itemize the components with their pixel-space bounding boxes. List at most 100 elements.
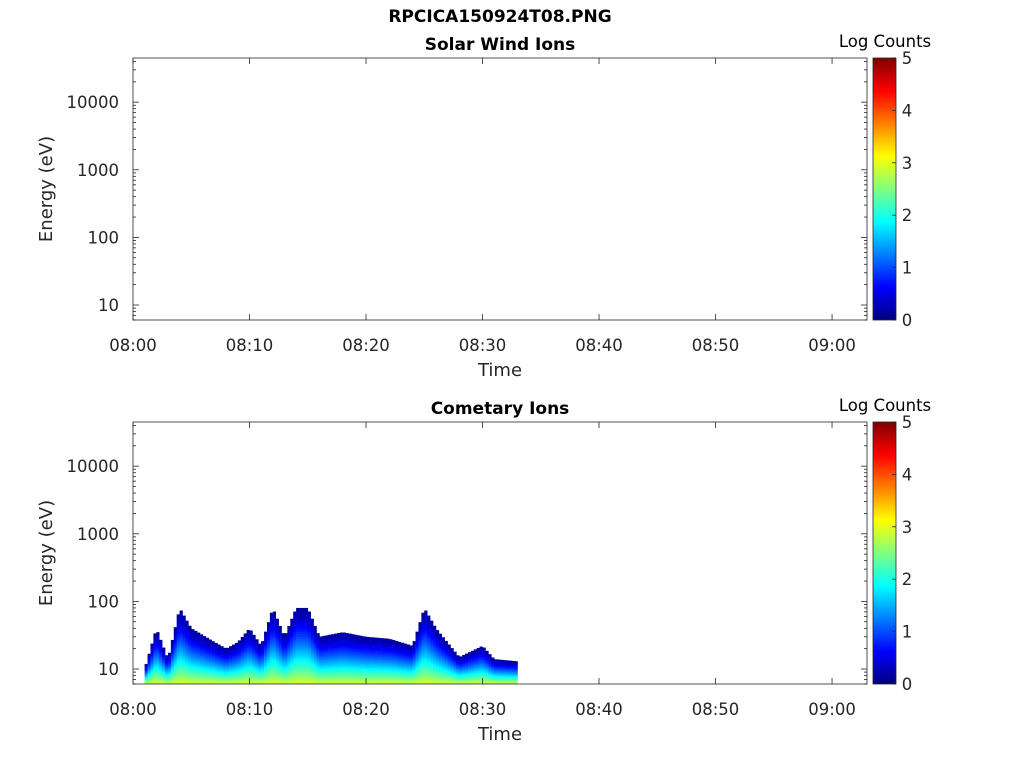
- spectrogram-cell: [494, 660, 498, 662]
- spectrogram-cell: [450, 649, 454, 651]
- spectrogram-cell: [240, 681, 244, 683]
- spectrogram-cell: [322, 653, 326, 656]
- spectrogram-cell: [377, 663, 381, 666]
- spectrogram-cell: [264, 682, 268, 684]
- spectrogram-cell: [159, 671, 163, 674]
- spectrogram-cell: [319, 672, 323, 674]
- spectrogram-cell: [226, 678, 230, 680]
- spectrogram-cell: [147, 659, 151, 661]
- spectrogram-cell: [197, 639, 201, 641]
- spectrogram-cell: [144, 672, 148, 674]
- spectrogram-cell: [217, 663, 221, 665]
- spectrogram-cell: [179, 628, 183, 632]
- spectrogram-cell: [473, 668, 477, 671]
- spectrogram-cell: [371, 657, 376, 660]
- spectrogram-cell: [281, 671, 285, 674]
- spectrogram-cell: [278, 625, 282, 629]
- spectrogram-cell: [467, 677, 472, 679]
- spectrogram-cell: [284, 642, 288, 645]
- spectrogram-cell: [255, 644, 259, 647]
- spectrogram-cell: [144, 678, 148, 680]
- spectrogram-cell: [191, 661, 195, 664]
- spectrogram-cell: [430, 648, 434, 651]
- spectrogram-cell: [179, 619, 183, 623]
- spectrogram-cell: [395, 674, 399, 677]
- spectrogram-cell: [371, 640, 376, 643]
- spectrogram-cell: [226, 663, 230, 666]
- spectrogram-cell: [421, 637, 425, 640]
- spectrogram-cell: [366, 676, 370, 679]
- spectrogram-cell: [345, 647, 349, 650]
- spectrogram-cell: [473, 660, 477, 662]
- spectrogram-cell: [296, 648, 300, 652]
- spectrogram-cell: [459, 679, 463, 681]
- spectrogram-cell: [453, 682, 457, 684]
- spectrogram-cell: [162, 669, 166, 671]
- spectrogram-cell: [351, 640, 355, 643]
- spectrogram-cell: [246, 636, 250, 639]
- spectrogram-cell: [249, 647, 253, 650]
- spectrogram-cell: [220, 650, 224, 653]
- spectrogram-cell: [392, 678, 396, 681]
- spectrogram-cell: [162, 653, 166, 655]
- spectrogram-cell: [226, 679, 230, 681]
- spectrogram-cell: [406, 676, 410, 679]
- spectrogram-cell: [173, 660, 177, 663]
- spectrogram-cell: [459, 670, 463, 672]
- spectrogram-cell: [430, 620, 434, 623]
- spectrogram-cell: [220, 654, 224, 656]
- spectrogram-cell: [505, 682, 510, 684]
- spectrogram-cell: [272, 654, 277, 658]
- spectrogram-cell: [167, 661, 172, 663]
- spectrogram-cell: [502, 666, 507, 668]
- spectrogram-cell: [191, 656, 195, 659]
- spectrogram-cell: [497, 659, 501, 661]
- spectrogram-cell: [188, 653, 192, 656]
- spectrogram-cell: [185, 636, 189, 639]
- spectrogram-cell: [249, 640, 253, 643]
- spectrogram-cell: [453, 671, 457, 674]
- spectrogram-cell: [185, 646, 189, 649]
- spectrogram-cell: [150, 658, 154, 661]
- spectrogram-cell: [322, 637, 326, 640]
- spectrogram-cell: [264, 639, 268, 642]
- spectrogram-cell: [310, 655, 314, 658]
- spectrogram-cell: [438, 652, 443, 655]
- spectrogram-cell: [290, 639, 294, 642]
- spectrogram-cell: [505, 672, 510, 674]
- spectrogram-cell: [441, 648, 445, 651]
- spectrogram-cell: [383, 675, 387, 678]
- spectrogram-cell: [465, 675, 469, 677]
- spectrogram-cell: [188, 636, 192, 639]
- spectrogram-cell: [482, 671, 486, 673]
- spectrogram-cell: [191, 648, 195, 651]
- spectrogram-cell: [348, 677, 352, 680]
- spectrogram-cell: [299, 607, 303, 611]
- spectrogram-cell: [284, 641, 288, 643]
- spectrogram-cell: [234, 676, 239, 678]
- spectrogram-cell: [389, 675, 393, 678]
- spectrogram-cell: [363, 649, 367, 652]
- spectrogram-cell: [435, 673, 440, 676]
- spectrogram-cell: [147, 677, 151, 679]
- spectrogram-cell: [357, 677, 361, 680]
- spectrogram-cell: [482, 665, 486, 668]
- spectrogram-cell: [421, 677, 425, 680]
- spectrogram-cell: [153, 634, 157, 637]
- spectrogram-cell: [371, 669, 376, 672]
- spectrogram-cell: [232, 648, 236, 650]
- spectrogram-cell: [409, 646, 413, 649]
- spectrogram-cell: [374, 665, 378, 667]
- spectrogram-cell: [514, 681, 518, 683]
- spectrogram-cell: [371, 682, 376, 684]
- spectrogram-cell: [325, 668, 329, 671]
- spectrogram-cell: [406, 646, 410, 649]
- spectrogram-cell: [514, 667, 518, 669]
- spectrogram-cell: [409, 645, 413, 647]
- spectrogram-cell: [232, 653, 236, 655]
- spectrogram-cell: [479, 678, 483, 680]
- spectrogram-cell: [310, 628, 314, 632]
- spectrogram-cell: [403, 678, 408, 681]
- spectrogram-cell: [319, 637, 323, 640]
- spectrogram-cell: [325, 676, 329, 679]
